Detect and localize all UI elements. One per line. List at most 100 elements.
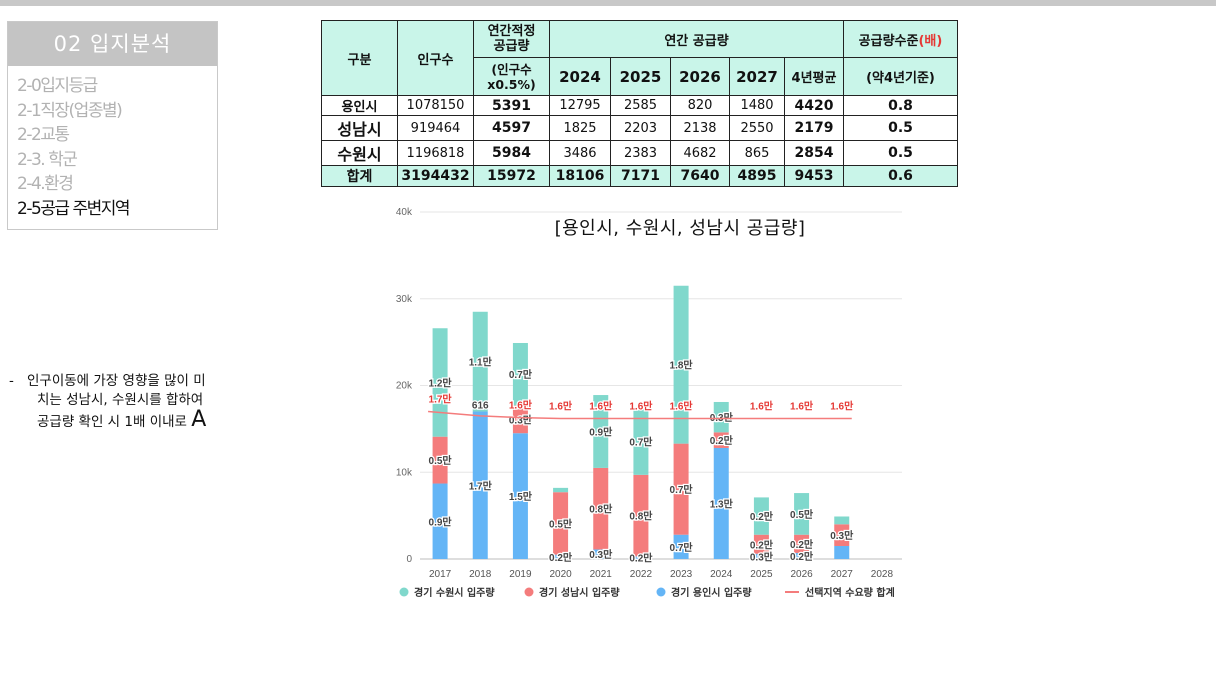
header-supply-level-text: 공급량수준 [858, 33, 919, 49]
header-category: 구분 [321, 20, 398, 96]
y-tick-label: 30k [396, 294, 413, 305]
menu-item-jobs[interactable]: 2-1직장(업종별) [17, 100, 123, 121]
bar-segment [673, 534, 689, 559]
cell-2025: 2203 [610, 115, 671, 141]
bar-segment [593, 467, 609, 550]
cell-level: 0.5 [843, 140, 958, 166]
y-tick-label: 20k [396, 381, 413, 392]
cell-proper: 5984 [473, 140, 550, 166]
bar-segment [834, 516, 850, 525]
note-line-2: 치는 성남시, 수원시를 합하여 [37, 392, 204, 408]
bar-segment [472, 311, 488, 412]
menu-item-supply[interactable]: 2-5공급 주변지역 [17, 198, 131, 219]
legend-label: 경기 성남시 입주량 [539, 586, 620, 599]
supply-chart-svg: 0 10k 20k 30k 40k 2017 2018 2019 2020 2021 2022 202… [396, 207, 902, 599]
header-year-2025: 2025 [610, 57, 671, 96]
cell-level: 0.5 [843, 115, 958, 141]
cell-average: 4420 [784, 95, 844, 116]
cell-2025: 2585 [610, 95, 671, 116]
bar-value-label: 0.2만 [549, 551, 573, 564]
header-level-basis: (약4년기준) [843, 57, 958, 96]
cell-proper: 4597 [473, 115, 550, 141]
header-annual-supply: 연간 공급량 [549, 20, 844, 58]
cell-2026: 820 [670, 95, 730, 116]
legend-swatch [656, 587, 666, 597]
cell-2024: 1825 [549, 115, 611, 141]
bar-segment [834, 545, 850, 559]
bar-value-label: 0.3만 [750, 550, 774, 563]
bar-value-label: 1.8만 [670, 359, 694, 372]
x-tick-label: 2017 [429, 569, 452, 580]
cell-level: 0.8 [843, 95, 958, 116]
bar-value-label: 0.7만 [629, 435, 653, 448]
bar-value-label: 1.5만 [509, 490, 533, 503]
table-total-row: 합계 3194432 15972 18106 7171 7640 4895 94… [321, 165, 958, 187]
demand-value-label: 1.6만 [509, 399, 533, 412]
bar-value-label: 0.2만 [629, 552, 653, 565]
note-line-3: 공급량 확인 시 1배 이내로 A [37, 409, 206, 432]
demand-value-label: 1.6만 [790, 399, 814, 412]
menu-item-school[interactable]: 2-3. 학군 [17, 149, 78, 170]
bar-value-label: 0.7만 [670, 483, 694, 496]
header-supply-level: 공급량수준(배) [843, 20, 958, 58]
x-tick-label: 2027 [831, 569, 854, 580]
bar-value-label: 0.3만 [509, 413, 533, 426]
bar-segment [432, 483, 448, 559]
bar-value-label: 0.9만 [589, 425, 613, 438]
bar-value-label: 0.2만 [750, 510, 774, 523]
cell-2027: 1480 [729, 95, 785, 116]
bar-segment [472, 411, 488, 559]
bar-value-label: 0.7만 [509, 368, 533, 381]
note-dash: - [9, 373, 14, 389]
cell-2024: 12795 [549, 95, 611, 116]
legend-swatch [399, 587, 409, 597]
bar-value-label: 0.3만 [710, 411, 734, 424]
menu-item-environment[interactable]: 2-4.환경 [17, 174, 74, 194]
total-2024: 18106 [549, 165, 611, 187]
bar-value-label: 0.3만 [830, 529, 854, 542]
menu-list: 2-0입지등급 2-1직장(업종별) 2-2교통 2-3. 학군 2-4.환경 … [8, 66, 217, 221]
menu-header: 02 입지분석 [8, 22, 217, 66]
section-menu: 02 입지분석 2-0입지등급 2-1직장(업종별) 2-2교통 2-3. 학군… [7, 21, 218, 230]
bar-segment [593, 549, 609, 559]
menu-item-transport[interactable]: 2-2교통 [17, 125, 70, 145]
legend-label: 선택지역 수요량 합계 [805, 586, 895, 599]
demand-value-label: 1.6만 [589, 399, 613, 412]
menu-item-grade[interactable]: 2-0입지등급 [17, 76, 98, 96]
demand-value-label: 1.7만 [429, 393, 453, 406]
row-name: 성남시 [321, 115, 398, 141]
y-tick-label: 40k [396, 207, 413, 218]
legend-swatch [524, 587, 534, 597]
header-4yr-average: 4년평균 [784, 57, 844, 96]
bar-segment [794, 493, 810, 535]
bar-value-label: 0.2만 [790, 550, 814, 563]
x-tick-label: 2020 [549, 569, 572, 580]
cell-2027: 2550 [729, 115, 785, 141]
x-tick-label: 2026 [790, 569, 813, 580]
legend-label: 경기 용인시 입주량 [671, 586, 752, 599]
x-tick-label: 2024 [710, 569, 733, 580]
bar-segment [794, 552, 810, 559]
bar-segment [432, 436, 448, 484]
bar-value-label: 0.8만 [589, 503, 613, 516]
x-tick-label: 2021 [590, 569, 613, 580]
bar-value-label: 0.7만 [670, 541, 694, 554]
cell-population: 1078150 [397, 95, 474, 116]
supply-chart: [용인시, 수원시, 성남시 공급량] 0 10k 20k 30k 40k 2017 201… [385, 200, 915, 610]
bar-value-label: 1.7만 [469, 479, 493, 492]
header-year-2027: 2027 [729, 57, 785, 96]
bar-value-label: 0.9만 [429, 515, 453, 528]
bar-segment [633, 474, 649, 557]
bar-segment [794, 534, 810, 553]
cell-2024: 3486 [549, 140, 611, 166]
total-name: 합계 [321, 165, 398, 187]
bar-segment [713, 432, 729, 448]
cell-proper: 5391 [473, 95, 550, 116]
cell-2026: 4682 [670, 140, 730, 166]
cell-2027: 865 [729, 140, 785, 166]
bar-segment [512, 342, 528, 406]
x-tick-label: 2025 [750, 569, 773, 580]
x-tick-label: 2022 [630, 569, 653, 580]
demand-value-label: 1.6만 [830, 399, 854, 412]
bar-value-label: 0.5만 [790, 508, 814, 521]
